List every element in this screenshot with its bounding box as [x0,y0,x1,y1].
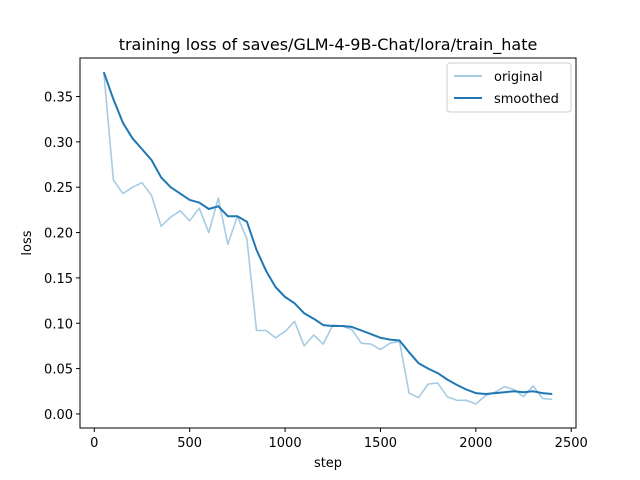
y-axis-label: loss [20,230,35,255]
x-tick-label: 1500 [364,436,397,451]
legend: original smoothed [446,62,572,113]
y-tick-label: 0.35 [44,91,73,106]
x-tick-label: 2000 [459,436,492,451]
y-tick-label: 0.10 [44,317,73,332]
x-axis-label: step [314,456,342,471]
series-line-smoothed [102,71,553,395]
x-tick-label: 500 [177,436,202,451]
x-tick-label: 1000 [269,436,302,451]
plot-area [102,71,553,405]
y-tick-label: 0.25 [44,181,73,196]
plot-frame [79,57,577,429]
y-tick-label: 0.30 [44,136,73,151]
y-tick-label: 0.00 [44,408,73,423]
y-axis: 0.00 0.05 0.10 0.15 0.20 0.25 0.30 0.35 [44,91,80,423]
series-line-original [103,72,553,405]
y-tick-label: 0.05 [44,363,73,378]
legend-label-smoothed: smoothed [494,92,559,107]
x-axis: 0 500 1000 1500 2000 2500 [90,428,588,451]
x-tick-label: 0 [90,436,98,451]
y-tick-label: 0.20 [44,227,73,242]
legend-label-original: original [494,70,543,85]
x-tick-label: 2500 [555,436,588,451]
chart-title: training loss of saves/GLM-4-9B-Chat/lor… [119,35,538,55]
y-tick-label: 0.15 [44,272,73,287]
